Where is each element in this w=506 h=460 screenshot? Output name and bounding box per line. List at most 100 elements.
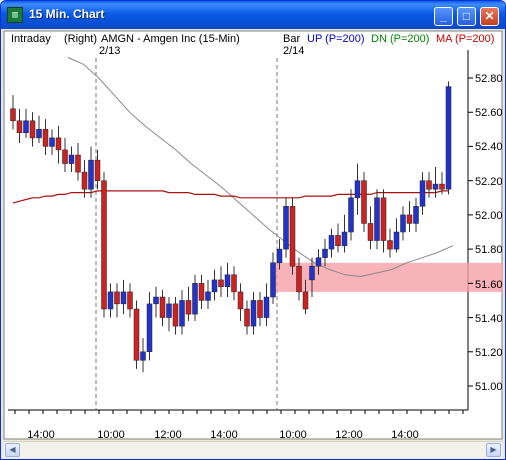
candle [231, 266, 237, 301]
horizontal-scrollbar[interactable]: ◀ ▶ [4, 441, 503, 458]
candle-body [263, 296, 270, 318]
candle-body [75, 154, 81, 173]
scroll-right-icon[interactable]: ▶ [486, 443, 501, 457]
candle-body [68, 154, 75, 164]
candle [270, 252, 276, 304]
title-bar[interactable]: ▥ 15 Min. Chart _ □ ✕ [1, 1, 505, 29]
candle-body [374, 197, 380, 241]
candle-body [231, 274, 237, 293]
candle-body [367, 223, 374, 241]
candle-body [107, 291, 114, 310]
candle-body [387, 240, 393, 250]
candle-body [172, 303, 179, 327]
candle-body [62, 149, 68, 164]
candle-body [413, 206, 419, 224]
x-tick-label: 14:00 [27, 429, 55, 440]
candle-body [81, 171, 88, 190]
x-tick-label: 14:00 [210, 429, 238, 440]
scroll-left-icon[interactable]: ◀ [5, 443, 20, 457]
candle [250, 291, 257, 335]
chart-app-icon[interactable]: ▥ [7, 7, 23, 23]
candle-body [244, 308, 250, 327]
y-tick-label: 52.80 [475, 73, 503, 85]
candle-body [205, 291, 211, 301]
maximize-button[interactable]: □ [457, 7, 476, 26]
candlesticks[interactable] [10, 81, 452, 373]
candle-body [393, 231, 400, 250]
bar-label: Bar [283, 33, 300, 45]
session-date-2: 2/14 [283, 45, 304, 57]
candle-body [198, 283, 205, 301]
candle-body [283, 206, 289, 250]
candle [445, 81, 452, 195]
minimize-button[interactable]: _ [434, 7, 453, 26]
candle [309, 257, 315, 298]
candle [101, 172, 107, 318]
candle-body [361, 180, 367, 224]
candle-body [289, 206, 296, 267]
candle-body [140, 351, 146, 361]
candle [159, 290, 166, 327]
candle-body [185, 300, 192, 315]
y-tick-label: 52.40 [475, 141, 503, 153]
candle [192, 274, 198, 321]
x-tick-label: 12:00 [154, 429, 182, 440]
candle-body [354, 180, 361, 199]
y-tick-label: 52.20 [475, 176, 503, 188]
candle [120, 279, 127, 315]
close-button[interactable]: ✕ [480, 7, 499, 26]
candle [341, 214, 348, 253]
candle [432, 166, 439, 198]
y-tick-label: 51.40 [475, 313, 503, 325]
candle-body [23, 120, 29, 134]
candle-body [166, 303, 172, 318]
legend-ma: MA (P=200) [436, 33, 494, 45]
candle [335, 223, 341, 253]
candle-body [218, 279, 224, 288]
candle [68, 146, 75, 173]
candle [179, 290, 185, 335]
candle [88, 146, 94, 198]
candle [439, 172, 445, 195]
candle-body [406, 214, 413, 224]
candle [224, 262, 231, 298]
candle [166, 297, 172, 332]
candle [354, 163, 361, 215]
candle [426, 172, 432, 198]
candle [172, 297, 179, 335]
candle-body [432, 183, 439, 190]
candle [380, 189, 387, 253]
candle [361, 172, 367, 232]
candle-body [309, 265, 315, 281]
candle-body [322, 248, 328, 258]
candle-body [146, 303, 153, 353]
candle [283, 197, 289, 258]
candle-body [36, 129, 42, 139]
candle [29, 112, 36, 147]
y-tick-label: 51.60 [475, 279, 503, 291]
candle [49, 129, 55, 155]
candle-body [276, 248, 283, 264]
candle [393, 218, 400, 253]
legend-up: UP (P=200) [307, 33, 365, 45]
candle-body [10, 108, 16, 122]
candle [23, 108, 29, 138]
candle-body [42, 129, 49, 147]
candle [16, 108, 23, 144]
x-axis-ticks: 14:00 10:00 12:00 14:00 10:00 12:00 14:0… [14, 410, 464, 440]
candle [302, 279, 309, 315]
candle-body [237, 291, 244, 310]
y-axis-ticks: 52.80 52.60 52.40 52.20 52.00 51.80 51.6… [468, 73, 503, 393]
candle [36, 115, 42, 144]
candle-body [127, 291, 133, 310]
thin-line-indicator [67, 57, 454, 278]
candle-body [192, 283, 198, 315]
symbol-label: AMGN - Amgen Inc (15-Min) [101, 33, 240, 45]
candle [315, 249, 322, 275]
window-title: 15 Min. Chart [29, 7, 105, 21]
candle-body [250, 300, 257, 327]
candle-body [101, 180, 107, 310]
price-chart[interactable]: Intraday (Right) AMGN - Amgen Inc (15-Mi… [3, 30, 505, 440]
candle [55, 125, 62, 164]
candle [322, 238, 328, 267]
